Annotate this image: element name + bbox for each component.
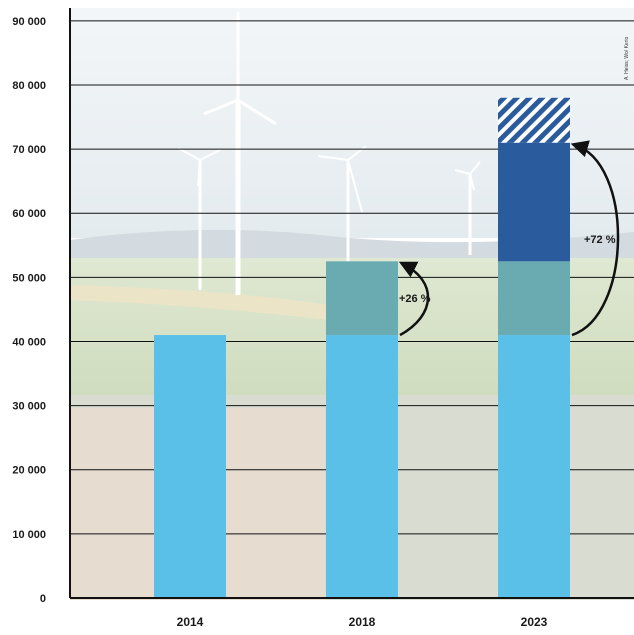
y-tick-label-8: 80 000 bbox=[12, 80, 46, 92]
wind-turbines bbox=[177, 12, 481, 295]
x-tick-labels: 2014 2018 2023 bbox=[177, 615, 548, 629]
bar-2023-segment-0 bbox=[498, 335, 570, 598]
x-tick-label-2014: 2014 bbox=[177, 615, 204, 629]
bar-2014-segment-0 bbox=[154, 335, 226, 598]
y-tick-label-9: 90 000 bbox=[12, 16, 46, 28]
y-tick-label-5: 50 000 bbox=[12, 272, 46, 284]
y-tick-label-7: 70 000 bbox=[12, 144, 46, 156]
x-tick-label-2018: 2018 bbox=[349, 615, 376, 629]
hills bbox=[70, 229, 634, 262]
growth-label-2018: +26 % bbox=[399, 293, 431, 305]
wheat-field bbox=[70, 285, 330, 320]
bars bbox=[154, 97, 570, 598]
photo-credit: A. Heiss; Wo/ Kerio bbox=[624, 37, 630, 80]
y-tick-label-4: 40 000 bbox=[12, 336, 46, 348]
axes bbox=[69, 8, 634, 599]
y-tick-label-2: 20 000 bbox=[12, 465, 46, 477]
y-tick-label-0: 0 bbox=[40, 593, 46, 605]
y-tick-label-1: 10 000 bbox=[12, 529, 46, 541]
x-tick-label-2023: 2023 bbox=[521, 615, 548, 629]
growth-arrow-2023 bbox=[570, 140, 620, 337]
bar-2023-segment-2 bbox=[498, 142, 570, 262]
growth-arrow-2018 bbox=[398, 261, 430, 337]
bar-2018-segment-0 bbox=[326, 335, 398, 598]
bar-2023-segment-3 bbox=[498, 97, 570, 143]
y-tick-labels: 0 10 000 20 000 30 000 40 000 50 000 60 000 70 … bbox=[12, 16, 46, 605]
y-tick-label-3: 30 000 bbox=[12, 401, 46, 413]
y-tick-label-6: 60 000 bbox=[12, 208, 46, 220]
annotations: +26 % +72 % bbox=[398, 140, 620, 337]
bar-2018-segment-1 bbox=[326, 261, 398, 336]
bar-2023-segment-1 bbox=[498, 261, 570, 336]
growth-label-2023: +72 % bbox=[584, 234, 616, 246]
